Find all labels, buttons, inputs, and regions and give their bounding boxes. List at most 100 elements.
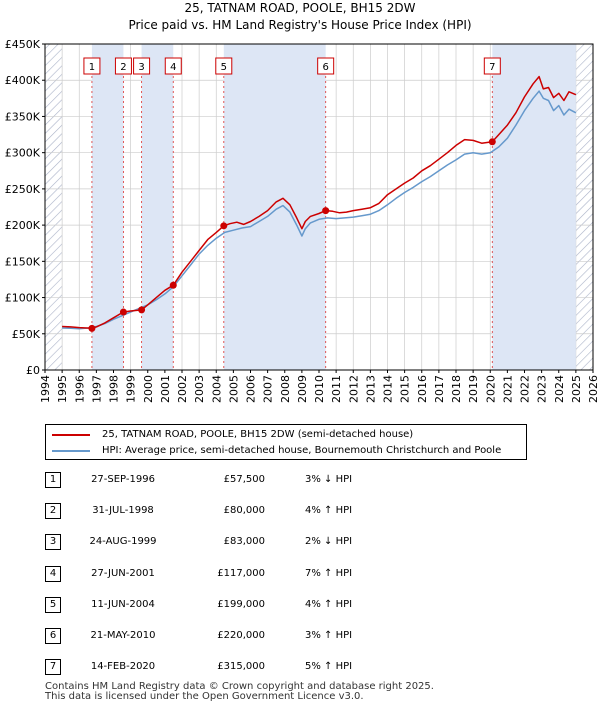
sale-number-label: 2 xyxy=(120,62,126,73)
hatch-pre-data xyxy=(45,44,63,370)
legend: 25, TATNAM ROAD, POOLE, BH15 2DW (semi-d… xyxy=(45,424,527,460)
y-tick-label: £450K xyxy=(5,38,41,51)
sale-point xyxy=(488,138,496,146)
sale-hpi: 2% ↓ HPI xyxy=(305,536,353,547)
x-tick-label: 1998 xyxy=(108,375,121,403)
x-tick-label: 1999 xyxy=(125,375,138,403)
x-tick-label: 2019 xyxy=(467,375,480,403)
sale-number-box xyxy=(483,57,501,75)
sale-hpi: 7% ↑ HPI xyxy=(305,568,353,579)
table-row: 1 27-SEP-1996 £57,500 3% ↓ HPI xyxy=(45,472,385,490)
x-tick-label: 2004 xyxy=(210,375,223,403)
sale-badge: 4 xyxy=(45,566,61,582)
sale-number-box xyxy=(317,57,335,75)
sale-point xyxy=(119,308,127,316)
sale-price: £80,000 xyxy=(223,505,265,516)
price-chart: 1 2 3 4 5 6 7 £0 £50K £100K £150K £200K £250K £300K £… xyxy=(5,38,600,403)
chart-title: 25, TATNAM ROAD, POOLE, BH15 2DW Price p… xyxy=(0,0,600,34)
sale-period-band xyxy=(223,44,326,370)
x-tick-label: 2021 xyxy=(501,375,514,403)
x-tick-label: 2012 xyxy=(347,375,360,403)
sale-badge: 7 xyxy=(45,659,61,675)
hpi-line xyxy=(62,90,577,330)
legend-swatch-hpi xyxy=(52,450,90,452)
x-tick-label: 2025 xyxy=(570,375,583,403)
x-tick-label: 2008 xyxy=(279,375,292,403)
sale-number-label: 4 xyxy=(170,62,176,73)
x-tick-label: 2007 xyxy=(262,375,275,403)
y-tick-label: £300K xyxy=(5,147,41,160)
sale-price: £117,000 xyxy=(217,568,265,579)
sale-period-band xyxy=(492,44,576,370)
chart-title-line2: Price paid vs. HM Land Registry's House … xyxy=(128,18,472,32)
sale-date: 21-MAY-2010 xyxy=(90,630,156,641)
sale-hpi: 5% ↑ HPI xyxy=(305,661,353,672)
x-tick-label: 1995 xyxy=(56,375,69,403)
y-tick-label: £0 xyxy=(26,364,40,377)
sale-price: £220,000 xyxy=(217,630,265,641)
sale-hpi: 3% ↑ HPI xyxy=(305,630,353,641)
sale-number-label: 5 xyxy=(221,62,227,73)
table-row: 6 21-MAY-2010 £220,000 3% ↑ HPI xyxy=(45,628,385,646)
sale-price: £199,000 xyxy=(217,599,265,610)
sale-number-box xyxy=(164,57,182,75)
y-tick-label: £200K xyxy=(5,219,41,232)
table-row: 5 11-JUN-2004 £199,000 4% ↑ HPI xyxy=(45,597,385,615)
table-row: 4 27-JUN-2001 £117,000 7% ↑ HPI xyxy=(45,566,385,584)
x-tick-label: 2023 xyxy=(536,375,549,403)
sale-date: 14-FEB-2020 xyxy=(90,661,156,672)
x-tick-label: 2015 xyxy=(399,375,412,403)
x-tick-label: 2020 xyxy=(484,375,497,403)
footer-line2: This data is licensed under the Open Gov… xyxy=(45,691,364,702)
sale-point xyxy=(220,222,228,230)
legend-swatch-price xyxy=(52,434,90,436)
footer: Contains HM Land Registry data © Crown c… xyxy=(45,682,434,702)
footer-line1: Contains HM Land Registry data © Crown c… xyxy=(45,681,434,692)
sale-number-label: 1 xyxy=(89,62,95,73)
x-tick-label: 2014 xyxy=(382,375,395,403)
sale-period-band xyxy=(141,44,174,370)
table-row: 3 24-AUG-1999 £83,000 2% ↓ HPI xyxy=(45,534,385,552)
y-tick-label: £250K xyxy=(5,183,41,196)
sale-hpi: 4% ↑ HPI xyxy=(305,599,353,610)
sale-price: £83,000 xyxy=(223,536,265,547)
x-tick-label: 2003 xyxy=(193,375,206,403)
x-tick-label: 2024 xyxy=(553,375,566,403)
x-tick-label: 2009 xyxy=(296,375,309,403)
sale-date: 27-JUN-2001 xyxy=(91,568,155,579)
y-tick-label: £100K xyxy=(5,292,41,305)
sale-number-label: 6 xyxy=(322,62,328,73)
sale-point xyxy=(138,306,146,314)
x-tick-label: 2017 xyxy=(433,375,446,403)
sale-number-box xyxy=(114,57,132,75)
sale-badge: 2 xyxy=(45,503,61,519)
y-tick-label: £150K xyxy=(5,255,41,268)
sale-point xyxy=(169,281,177,289)
y-tick-label: £50K xyxy=(12,328,41,341)
sale-point xyxy=(88,324,96,332)
sale-number-box xyxy=(83,57,101,75)
sale-hpi: 4% ↑ HPI xyxy=(305,505,353,516)
x-tick-label: 2016 xyxy=(416,375,429,403)
x-tick-label: 2000 xyxy=(142,375,155,403)
price-paid-line xyxy=(62,75,577,330)
sale-price: £57,500 xyxy=(223,474,265,485)
x-tick-label: 2010 xyxy=(313,375,326,403)
sale-date: 31-JUL-1998 xyxy=(92,505,154,516)
x-tick-label: 2005 xyxy=(227,375,240,403)
sale-badge: 1 xyxy=(45,472,61,488)
x-tick-label: 2026 xyxy=(587,375,600,403)
sale-date: 11-JUN-2004 xyxy=(91,599,155,610)
sale-number-label: 7 xyxy=(489,62,495,73)
y-tick-label: £350K xyxy=(5,110,41,123)
x-tick-label: 2001 xyxy=(159,375,172,403)
sale-number-label: 3 xyxy=(138,62,144,73)
y-tick-label: £400K xyxy=(5,74,41,87)
hatch-forecast xyxy=(575,44,593,370)
sale-badge: 6 xyxy=(45,628,61,644)
x-tick-label: 2013 xyxy=(364,375,377,403)
sale-number-box xyxy=(215,57,233,75)
x-tick-label: 2018 xyxy=(450,375,463,403)
x-tick-label: 1994 xyxy=(39,375,52,403)
x-tick-label: 1996 xyxy=(73,375,86,403)
